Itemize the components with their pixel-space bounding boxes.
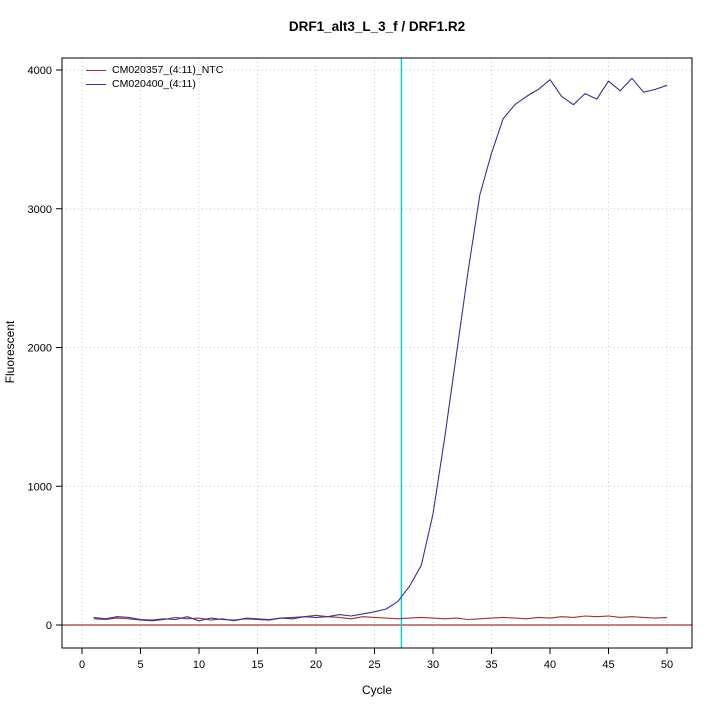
x-tick-label: 0	[79, 659, 85, 671]
chart-title: DRF1_alt3_L_3_f / DRF1.R2	[289, 19, 465, 34]
x-tick-label: 20	[310, 659, 322, 671]
x-axis-label: Cycle	[362, 683, 392, 697]
legend-swatch-sample	[86, 83, 106, 85]
y-axis-label: Fluorescent	[3, 320, 17, 383]
x-tick-label: 10	[193, 659, 205, 671]
y-tick-label: 0	[46, 620, 52, 632]
legend-swatch-ntc	[86, 69, 106, 71]
x-tick-label: 50	[661, 659, 673, 671]
x-tick-label: 45	[602, 659, 614, 671]
x-tick-label: 40	[544, 659, 556, 671]
x-tick-label: 35	[485, 659, 497, 671]
plot-frame	[61, 57, 693, 649]
legend: CM020357_(4:11)_NTC CM020400_(4:11)	[86, 63, 223, 91]
axis-ticks: 0 5 10 15 20 25 30 35 40 45 50 0 1000 2000 3000 4000	[28, 65, 674, 671]
y-tick-label: 4000	[28, 65, 52, 77]
chart-layer: 0 5 10 15 20 25 30 35 40 45 50 0 1000 2000 3000 4000	[28, 57, 693, 671]
legend-item-sample: CM020400_(4:11)	[86, 77, 223, 91]
x-tick-label: 15	[251, 659, 263, 671]
y-tick-label: 1000	[28, 481, 52, 493]
legend-item-ntc: CM020357_(4:11)_NTC	[86, 63, 223, 77]
series-line-1	[93, 77, 668, 622]
y-tick-label: 2000	[28, 343, 52, 355]
x-tick-label: 25	[368, 659, 380, 671]
grid	[62, 58, 692, 648]
x-tick-label: 5	[137, 659, 143, 671]
y-tick-label: 3000	[28, 204, 52, 216]
legend-label-ntc: CM020357_(4:11)_NTC	[112, 64, 224, 76]
legend-label-sample: CM020400_(4:11)	[112, 78, 196, 90]
x-tick-label: 30	[427, 659, 439, 671]
series-line-0	[93, 614, 668, 622]
